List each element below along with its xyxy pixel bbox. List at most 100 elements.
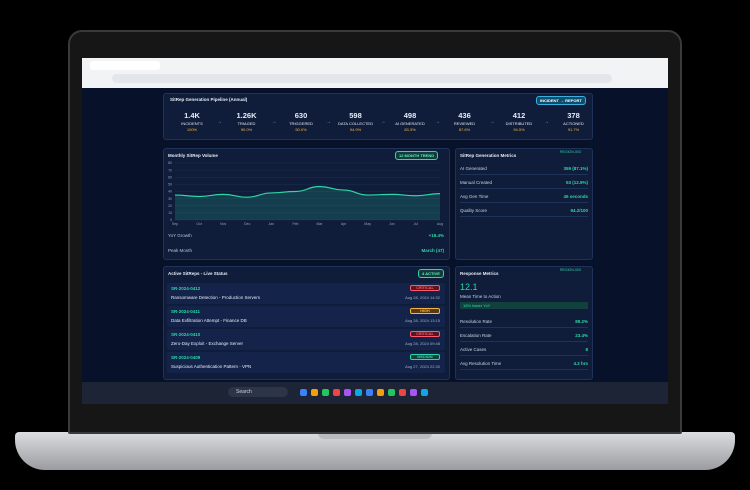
panel-title: Monthly SitRep Volume <box>168 153 218 158</box>
stage-pct: 87.6% <box>458 127 471 132</box>
divider <box>460 202 588 203</box>
laptop-notch <box>318 432 432 439</box>
stage-label: TRIAGED <box>237 121 256 126</box>
panel-title: Response Metrics <box>460 271 499 276</box>
stage-pct: 94.5% <box>513 127 525 132</box>
divider <box>460 341 588 342</box>
sitrep-id: SR-2024-0411 <box>171 309 201 314</box>
arrow: → <box>217 119 222 125</box>
stat-value: +18.4% <box>428 233 444 238</box>
taskbar-icon <box>388 389 395 396</box>
stage-value: 630 <box>294 111 308 120</box>
stat-label: YoY Growth <box>168 233 192 238</box>
stage-value: 598 <box>349 111 362 120</box>
metric-label: Avg Gen Time <box>460 194 489 199</box>
taskbar-icon <box>311 389 318 396</box>
stage-value: 1.4K <box>184 111 200 120</box>
address-bar[interactable] <box>112 74 612 83</box>
divider <box>460 216 588 217</box>
big-label: Mean Time to Action <box>460 294 501 299</box>
arrow: → <box>489 119 495 125</box>
panel <box>163 93 593 140</box>
metric-value: 8 <box>585 347 588 352</box>
big-metric: 12.1 <box>460 282 478 292</box>
panel-title: SitRep Generation Pipeline (Annual) <box>170 97 248 102</box>
stat-label: Peak Month <box>168 248 193 253</box>
metric-value: 45 seconds <box>563 194 588 199</box>
browser-tab[interactable] <box>90 61 160 70</box>
divider <box>460 355 588 356</box>
sitrep-row[interactable] <box>167 306 445 327</box>
stage-label: REVIEWED <box>453 121 476 126</box>
stage-label: DISTRIBUTED <box>505 121 533 126</box>
metric-label: Resolution Rate <box>460 319 493 324</box>
stage-value: 412 <box>512 111 526 120</box>
metric-value: 53 (12.9%) <box>565 180 588 185</box>
stage-pct: 94.9% <box>349 127 362 132</box>
sitrep-desc: Ransomware Detection - Production Server… <box>171 295 261 300</box>
severity: CRITICAL <box>410 331 440 337</box>
stage-value: 378 <box>567 111 580 120</box>
taskbar-search[interactable]: Search <box>228 387 288 397</box>
severity: MEDIUM <box>410 354 440 360</box>
metric-label: Avg Resolution Time <box>460 361 502 366</box>
severity: HIGH <box>410 308 440 314</box>
sitrep-row[interactable] <box>167 283 445 304</box>
arrow: → <box>380 119 386 125</box>
region-tag: REGION-003 <box>560 150 581 154</box>
taskbar-icon <box>355 389 362 396</box>
metric-value: 359 (87.1%) <box>563 166 588 171</box>
panel <box>455 148 593 260</box>
stage-label: AI GENERATED <box>395 121 425 126</box>
sitrep-time: Aug 28, 2024 13:15 <box>405 318 440 323</box>
taskbar-icon <box>300 389 307 396</box>
stage-pct: 91.7% <box>567 127 580 132</box>
stage-label: DATA COLLECTED <box>338 121 373 126</box>
divider <box>460 327 588 328</box>
taskbar-icon <box>399 389 406 396</box>
taskbar <box>82 382 668 404</box>
metric-value: 4.2 hrs <box>573 361 588 366</box>
arrow: → <box>326 119 331 125</box>
stage-pct: 50.0% <box>295 127 307 132</box>
stage-value: 1.26K <box>236 111 257 120</box>
metric-label: Escalation Rate <box>460 333 492 338</box>
taskbar-icon <box>377 389 384 396</box>
taskbar-icon <box>322 389 329 396</box>
sitrep-time: Aug 27, 2024 22:30 <box>405 364 440 369</box>
stat-value: March (47) <box>421 248 444 253</box>
severity: CRITICAL <box>410 285 440 291</box>
metric-label: Quality Score <box>460 208 488 213</box>
stage-pct: 83.3% <box>404 127 416 132</box>
panel <box>455 266 593 380</box>
metric-label: AI Generated <box>460 166 487 171</box>
sitrep-id: SR-2024-0410 <box>171 332 201 337</box>
sitrep-row[interactable] <box>167 352 445 373</box>
divider <box>460 188 588 189</box>
metric-value: 89.2% <box>575 319 588 324</box>
metric-label: Manual Created <box>460 180 493 185</box>
browser-chrome <box>82 58 668 88</box>
badge: 4 ACTIVE <box>418 269 444 278</box>
sitrep-desc: Suspicious Authentication Pattern - VPN <box>171 364 252 369</box>
metric-label: Active Cases <box>460 347 487 352</box>
sitrep-desc: Data Exfiltration Attempt - Finance DB <box>171 318 247 323</box>
taskbar-icon <box>333 389 340 396</box>
taskbar-icon <box>421 389 428 396</box>
badge: INCIDENT → REPORT <box>536 96 586 105</box>
divider <box>460 369 588 370</box>
metric-value: 23.4% <box>575 333 588 338</box>
stage-label: INCIDENTS <box>181 121 203 126</box>
arrow: → <box>271 119 277 125</box>
stage-value: 436 <box>458 111 471 120</box>
stage-pct: 90.0% <box>240 127 253 132</box>
sitrep-row[interactable] <box>167 329 445 350</box>
divider <box>460 174 588 175</box>
panel-title: Active SitReps - Live Status <box>168 271 228 276</box>
sitrep-time: Aug 28, 2024 14:32 <box>405 295 440 300</box>
sitrep-desc: Zero-Day Exploit - Exchange Server <box>171 341 244 346</box>
taskbar-icon <box>366 389 373 396</box>
taskbar-icon <box>344 389 351 396</box>
panel <box>163 148 450 260</box>
